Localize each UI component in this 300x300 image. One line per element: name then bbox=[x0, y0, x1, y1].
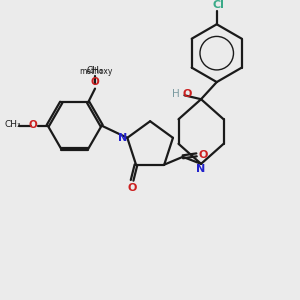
Text: O: O bbox=[128, 183, 137, 193]
Text: N: N bbox=[196, 164, 206, 174]
Text: O: O bbox=[183, 89, 192, 99]
Text: CH₃: CH₃ bbox=[4, 120, 21, 129]
Text: O: O bbox=[91, 77, 99, 87]
Text: N: N bbox=[118, 133, 127, 143]
Text: H: H bbox=[172, 89, 179, 99]
Text: O: O bbox=[29, 120, 38, 130]
Text: CH₃: CH₃ bbox=[87, 67, 103, 76]
Text: Cl: Cl bbox=[213, 0, 225, 10]
Text: O: O bbox=[198, 150, 208, 160]
Text: methoxy: methoxy bbox=[79, 68, 113, 76]
